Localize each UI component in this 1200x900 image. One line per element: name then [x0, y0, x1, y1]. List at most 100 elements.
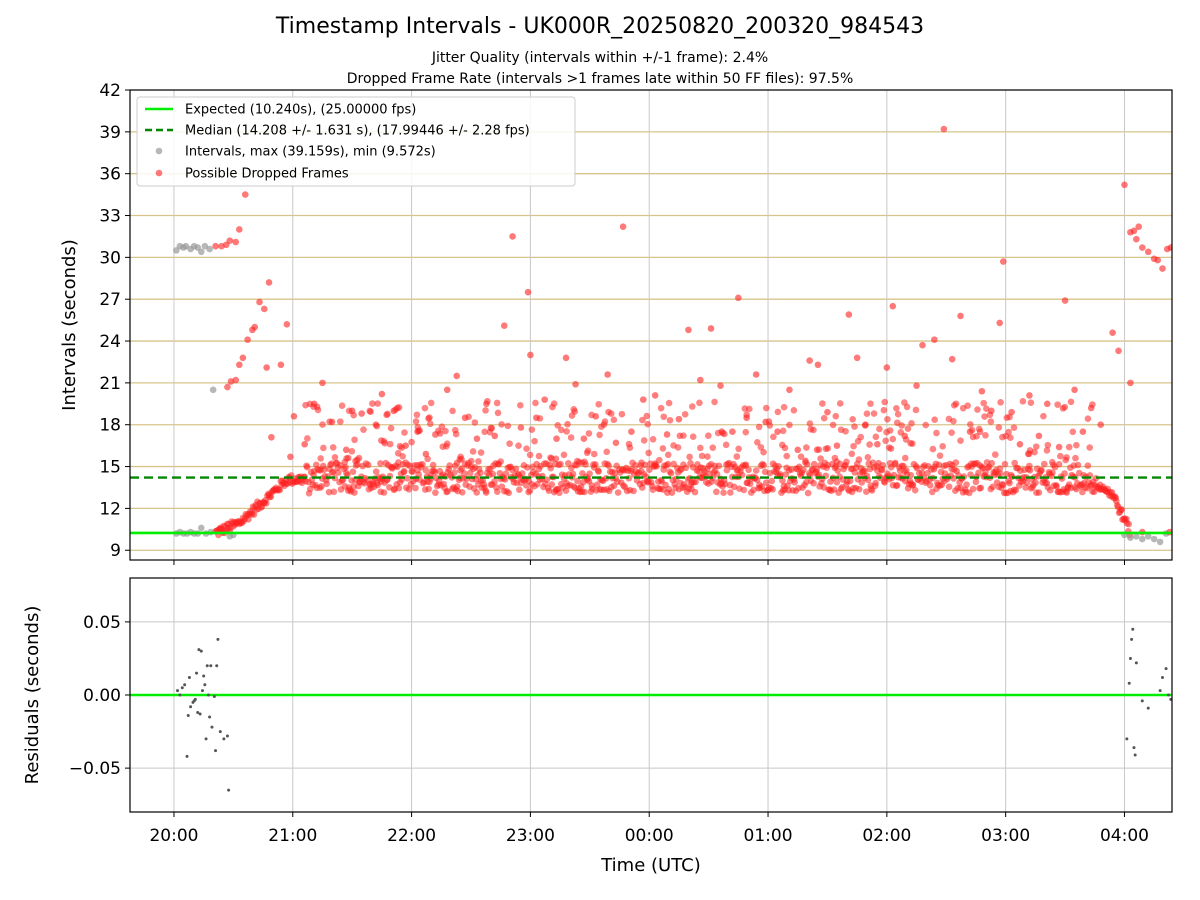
- dropped-frame-point: [904, 425, 912, 433]
- dropped-frame-point: [517, 424, 525, 431]
- dropped-frame-point: [848, 450, 856, 458]
- dropped-frame-point: [884, 415, 891, 423]
- dropped-frame-point: [301, 440, 308, 448]
- dropped-frame-point: [889, 302, 897, 310]
- interval-point: [206, 245, 213, 253]
- dropped-frame-point: [649, 436, 657, 443]
- dropped-frame-point: [1063, 454, 1070, 461]
- dropped-frame-point: [290, 413, 298, 420]
- dropped-frame-point: [1038, 466, 1045, 474]
- dropped-frame-point: [402, 442, 409, 449]
- dropped-frame-point: [1079, 428, 1087, 435]
- dropped-frame-point: [664, 460, 672, 468]
- dropped-frame-point: [834, 467, 842, 474]
- dropped-frame-point: [1044, 441, 1052, 449]
- dropped-frame-point: [601, 418, 609, 425]
- residual-point: [208, 715, 212, 719]
- dropped-frame-point: [820, 414, 828, 422]
- dropped-frame-point: [810, 479, 817, 487]
- dropped-frame-point: [1109, 329, 1116, 336]
- residual-point: [180, 686, 184, 690]
- dropped-frame-point: [1007, 434, 1014, 441]
- y-tick-label: 36: [99, 165, 121, 185]
- dropped-frame-point: [999, 481, 1007, 489]
- dropped-frame-point: [887, 445, 895, 452]
- dropped-frame-point: [824, 445, 832, 452]
- interval-point: [1138, 535, 1146, 543]
- dropped-frame-point: [864, 453, 872, 461]
- dropped-frame-point: [545, 487, 553, 494]
- dropped-frame-point: [380, 489, 388, 496]
- dropped-frame-point: [355, 454, 363, 462]
- dropped-frame-point: [523, 445, 530, 452]
- residual-point: [214, 749, 218, 753]
- dropped-frame-point: [810, 426, 817, 434]
- residual-y-tick-label: 0.00: [83, 686, 121, 706]
- dropped-frame-point: [790, 407, 798, 414]
- dropped-frame-point: [475, 458, 482, 465]
- dropped-frame-point: [330, 468, 337, 476]
- dropped-frame-point: [824, 408, 831, 416]
- residual-point: [199, 649, 203, 653]
- dropped-frame-point: [405, 485, 413, 493]
- dropped-frame-point: [723, 466, 731, 474]
- dropped-frame-point: [863, 488, 870, 495]
- dropped-frame-point: [548, 481, 556, 488]
- dropped-frame-point: [664, 451, 672, 459]
- dropped-frame-point: [863, 410, 871, 417]
- residual-point: [197, 648, 201, 652]
- dropped-frame-point: [473, 435, 481, 442]
- dropped-frame-point: [586, 470, 593, 477]
- dropped-frame-point: [743, 414, 750, 422]
- dropped-frame-point: [477, 449, 485, 456]
- dropped-frame-point: [320, 444, 327, 452]
- dropped-frame-point: [422, 467, 430, 474]
- dropped-frame-point: [260, 305, 268, 313]
- dropped-frame-point: [644, 420, 652, 428]
- dropped-frame-point: [386, 440, 394, 448]
- dropped-frame-point: [688, 403, 696, 410]
- dropped-frame-point: [957, 312, 964, 320]
- dropped-frame-point: [452, 430, 460, 438]
- dropped-frame-point: [619, 223, 627, 230]
- dropped-frame-point: [630, 487, 637, 495]
- dropped-frame-point: [707, 325, 715, 332]
- residual-point: [1146, 706, 1150, 710]
- dropped-frame-point: [1040, 460, 1048, 468]
- dropped-frame-point: [769, 486, 776, 493]
- dropped-frame-point: [988, 459, 996, 467]
- dropped-frame-point: [1135, 223, 1143, 230]
- x-tick-label: 22:00: [387, 826, 436, 846]
- chart-title: Timestamp Intervals - UK000R_20250820_20…: [275, 14, 925, 39]
- dropped-frame-point: [836, 400, 844, 407]
- dropped-frame-point: [458, 465, 466, 472]
- dropped-frame-point: [443, 386, 451, 394]
- dropped-frame-point: [643, 412, 651, 420]
- dropped-frame-point: [603, 448, 611, 456]
- dropped-frame-point: [898, 422, 905, 429]
- dropped-frame-point: [612, 439, 620, 447]
- dropped-frame-point: [509, 233, 516, 240]
- dropped-frame-point: [532, 399, 539, 407]
- dropped-frame-point: [974, 406, 981, 413]
- dropped-frame-point: [760, 461, 767, 469]
- residual-point: [176, 689, 180, 693]
- dropped-frame-point: [810, 460, 818, 468]
- dropped-frame-point: [626, 444, 634, 451]
- dropped-frame-point: [494, 409, 502, 417]
- dropped-frame-point: [862, 421, 869, 429]
- dropped-frame-point: [709, 444, 717, 451]
- legend-dropped-label: Possible Dropped Frames: [185, 167, 349, 182]
- dropped-frame-point: [720, 489, 727, 496]
- dropped-frame-point: [757, 443, 765, 451]
- dropped-frame-point: [427, 399, 435, 407]
- dropped-frame-point: [883, 364, 891, 371]
- dropped-frame-point: [892, 459, 899, 467]
- dropped-frame-point: [945, 483, 953, 491]
- dropped-frame-point: [493, 399, 501, 407]
- dropped-frame-point: [746, 405, 753, 413]
- dropped-frame-point: [1144, 248, 1152, 256]
- dropped-frame-point: [461, 470, 468, 477]
- dropped-frame-point: [351, 489, 358, 496]
- dropped-frame-point: [983, 405, 990, 413]
